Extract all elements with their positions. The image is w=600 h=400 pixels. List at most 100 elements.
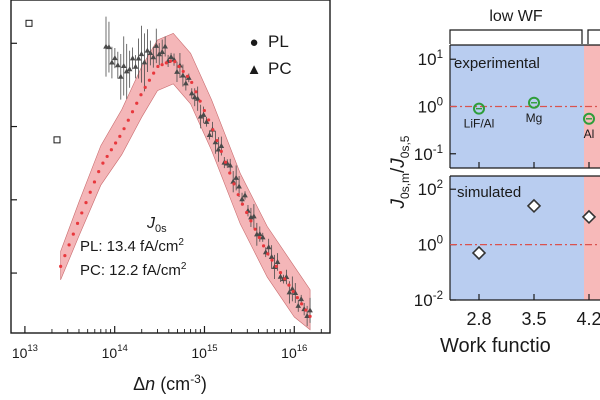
pc-point xyxy=(265,244,272,250)
pc-point xyxy=(218,143,225,149)
experimental-point xyxy=(583,112,595,125)
y-tick-label: 10-1 xyxy=(414,144,443,164)
open-square xyxy=(53,136,61,144)
simulated-low-wf-region xyxy=(450,176,584,300)
pc-point xyxy=(106,44,112,50)
simulated-high-wf-region xyxy=(584,176,600,300)
pc-point xyxy=(233,174,239,180)
pl-point xyxy=(190,80,194,85)
pl-point xyxy=(291,289,295,294)
pl-point xyxy=(232,182,236,186)
pl-point xyxy=(156,64,160,69)
simulated-point xyxy=(471,245,487,261)
pc-point xyxy=(132,63,139,69)
pc-point xyxy=(197,113,204,119)
pc-point xyxy=(159,48,165,54)
pl-point xyxy=(126,118,130,122)
pc-point xyxy=(203,118,210,124)
pl-point xyxy=(143,85,147,89)
pc-point xyxy=(256,231,263,237)
pc-point xyxy=(304,313,310,319)
pl-point xyxy=(177,64,181,69)
pl-point xyxy=(253,227,257,231)
pl-point xyxy=(168,59,173,63)
pl-point xyxy=(181,69,185,74)
left-y-ticks xyxy=(11,42,17,274)
pl-point xyxy=(88,190,92,194)
pl-point xyxy=(198,99,202,103)
pl-point xyxy=(207,118,211,122)
experimental-point xyxy=(473,102,485,115)
pl-point xyxy=(122,127,126,131)
pc-point xyxy=(156,51,163,57)
pl-point xyxy=(114,141,118,145)
experimental-point-label: Al xyxy=(584,127,595,141)
pl-point xyxy=(84,200,88,205)
pl-point xyxy=(135,101,139,105)
pc-point xyxy=(277,273,284,279)
pc-point xyxy=(215,146,222,152)
left-x-axis-label: Δn (cm-3) xyxy=(133,372,207,394)
experimental-label: experimental xyxy=(454,55,540,72)
pc-point xyxy=(186,74,192,80)
pc-point xyxy=(298,296,305,302)
pc-point xyxy=(242,192,248,198)
pl-point xyxy=(228,171,232,175)
pl-series xyxy=(59,59,312,318)
experimental-panel: 101 100 10-1 experimental LiF/Al Mg Al xyxy=(414,44,600,169)
pc-point xyxy=(307,307,313,313)
annotation-pl: PL: 13.4 fA/cm2 xyxy=(80,237,184,255)
pc-point xyxy=(180,72,186,78)
experimental-point-label: Mg xyxy=(526,111,543,125)
pl-point xyxy=(67,243,71,247)
left-x-tick-label: 1014 xyxy=(102,343,129,361)
pc-point xyxy=(295,302,302,308)
pl-point xyxy=(215,138,219,143)
pl-point xyxy=(63,254,67,258)
pc-point xyxy=(224,160,231,166)
left-plot-frame xyxy=(10,0,331,334)
pl-point xyxy=(80,211,84,215)
y-tick-label: 100 xyxy=(418,97,443,117)
legend-pl-label: PL xyxy=(268,32,289,51)
pc-point xyxy=(251,213,257,219)
pc-point xyxy=(227,162,234,168)
pc-point xyxy=(153,42,160,48)
pl-point xyxy=(270,258,274,262)
pc-point xyxy=(188,90,195,96)
left-x-tick-label: 1016 xyxy=(281,343,307,361)
low-wf-label: low WF xyxy=(489,8,543,25)
y-tick-label: 10-2 xyxy=(414,290,443,310)
pc-point xyxy=(289,285,296,291)
pl-confidence-band xyxy=(60,32,311,331)
pl-point xyxy=(278,271,283,275)
pl-point xyxy=(160,63,164,67)
left-plot: 1013 1014 1015 1016 ● PL ▲ PC J0s PL: 13.4 … xyxy=(10,0,331,394)
pl-point xyxy=(283,277,287,281)
right-y-axis-label: J0s,m/J0s,5 xyxy=(388,135,412,209)
open-square-markers xyxy=(25,19,61,144)
pc-point xyxy=(194,95,201,101)
experimental-point-label: LiF/Al xyxy=(464,117,495,131)
pl-point xyxy=(261,244,266,248)
pc-point xyxy=(109,59,115,65)
pc-point xyxy=(144,47,151,53)
pc-point xyxy=(123,68,130,74)
pl-point xyxy=(75,221,80,225)
open-square xyxy=(25,19,33,27)
pl-point xyxy=(295,296,299,300)
pl-point xyxy=(173,60,177,64)
pl-point xyxy=(59,264,63,268)
pc-point xyxy=(286,289,293,295)
low-wf-bracket xyxy=(449,29,583,44)
pl-point xyxy=(185,74,190,78)
y-tick-label: 101 xyxy=(418,49,443,69)
j0s-annotation: J0s PL: 13.4 fA/cm2 PC: 12.2 fA/cm2 xyxy=(80,215,187,279)
pl-point xyxy=(71,232,75,236)
y-tick-label: 100 xyxy=(418,235,443,255)
left-x-ticks: 1013 1014 1015 1016 xyxy=(12,326,322,361)
pc-point xyxy=(115,62,121,68)
right-x-tick-label: 4.2 xyxy=(576,309,600,329)
simulated-points xyxy=(471,198,597,261)
